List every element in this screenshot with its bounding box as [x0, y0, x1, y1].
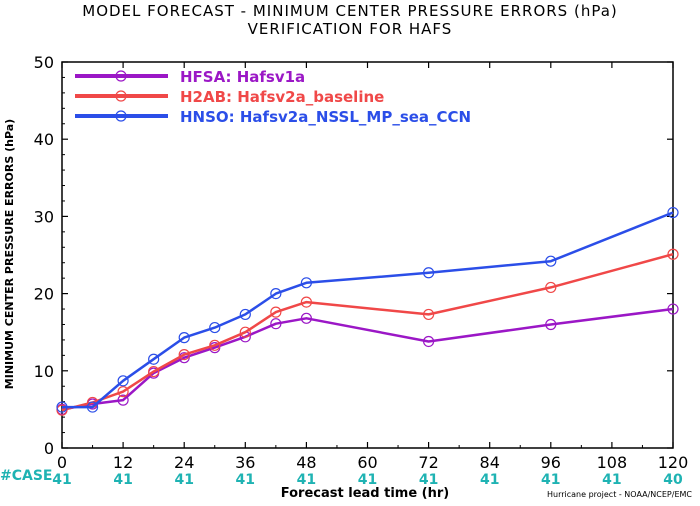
data-point [117, 386, 129, 398]
y-tick-label: 50 [34, 53, 54, 72]
data-point [270, 288, 282, 300]
legend-swatch-marker [115, 70, 127, 82]
data-point [117, 375, 129, 387]
case-count: 41 [52, 472, 71, 488]
data-point [239, 308, 251, 321]
case-count: 41 [236, 472, 255, 488]
case-count: 41 [602, 472, 621, 488]
chart-title: MODEL FORECAST - MINIMUM CENTER PRESSURE… [82, 2, 618, 20]
data-point [56, 404, 68, 416]
legend: HFSA: Hafsv1a H2AB: Hafsv2a_baseline HNSO:… [75, 68, 471, 126]
x-tick-label: 48 [296, 453, 316, 472]
legend-swatch-marker [115, 110, 127, 122]
y-tick-label: 20 [34, 285, 54, 304]
data-point [270, 306, 282, 318]
case-count: 40 [663, 472, 683, 488]
legend-label: HFSA: Hafsv1a [180, 68, 305, 86]
case-count: 41 [297, 472, 316, 488]
data-point [545, 255, 557, 267]
data-point [300, 277, 312, 289]
data-point [423, 308, 435, 321]
x-tick-label: 96 [541, 453, 561, 472]
data-point [423, 335, 435, 348]
case-count: 41 [480, 472, 499, 488]
case-count-label: #CASE [0, 468, 53, 484]
data-point [545, 318, 557, 331]
case-count: 41 [419, 472, 438, 488]
data-point [178, 332, 190, 344]
series-2 [56, 248, 679, 416]
data-point [423, 267, 435, 279]
y-tick-label: 40 [34, 130, 54, 149]
data-point [117, 394, 129, 406]
y-tick-label: 0 [44, 439, 54, 458]
series-3 [56, 206, 679, 413]
data-point [667, 303, 679, 315]
legend-swatch-marker [115, 90, 127, 102]
x-tick-label: 108 [597, 453, 628, 472]
x-tick-label: 0 [57, 453, 67, 472]
x-axis-title: Forecast lead time (hr) [280, 486, 450, 501]
data-point [667, 206, 679, 219]
data-point [270, 318, 282, 330]
x-tick-label: 36 [235, 453, 255, 472]
data-point [148, 353, 160, 365]
legend-label: H2AB: Hafsv2a_baseline [180, 88, 384, 106]
data-point [56, 401, 68, 413]
y-tick-label: 10 [34, 362, 54, 381]
data-point [148, 365, 160, 378]
data-point [239, 326, 251, 338]
x-tick-label: 84 [480, 453, 500, 472]
data-point [667, 248, 679, 260]
credit-text: Hurricane project - NOAA/NCEP/EMC [546, 490, 692, 499]
x-tick-label: 12 [113, 453, 133, 472]
x-tick-label: 120 [658, 453, 689, 472]
x-tick-label: 60 [357, 453, 377, 472]
data-point [178, 348, 190, 361]
data-point [86, 401, 99, 413]
y-tick-label: 30 [34, 207, 54, 226]
case-count: 41 [541, 472, 560, 488]
legend-label: HNSO: Hafsv2a_NSSL_MP_sea_CCN [180, 108, 471, 126]
case-count: 41 [174, 472, 193, 488]
x-tick-label: 72 [418, 453, 438, 472]
chart-subtitle: VERIFICATION FOR HAFS [247, 20, 453, 38]
data-point [300, 296, 312, 308]
case-count: 41 [113, 472, 132, 488]
y-axis-title: MINIMUM CENTER PRESSURE ERRORS (hPa) [3, 118, 16, 390]
series-1 [56, 303, 679, 415]
data-point [300, 312, 312, 324]
data-point [209, 339, 221, 351]
data-point [209, 321, 221, 334]
x-tick-label: 24 [174, 453, 194, 472]
data-point [545, 281, 557, 294]
series-line [62, 211, 674, 409]
case-count: 41 [358, 472, 377, 488]
